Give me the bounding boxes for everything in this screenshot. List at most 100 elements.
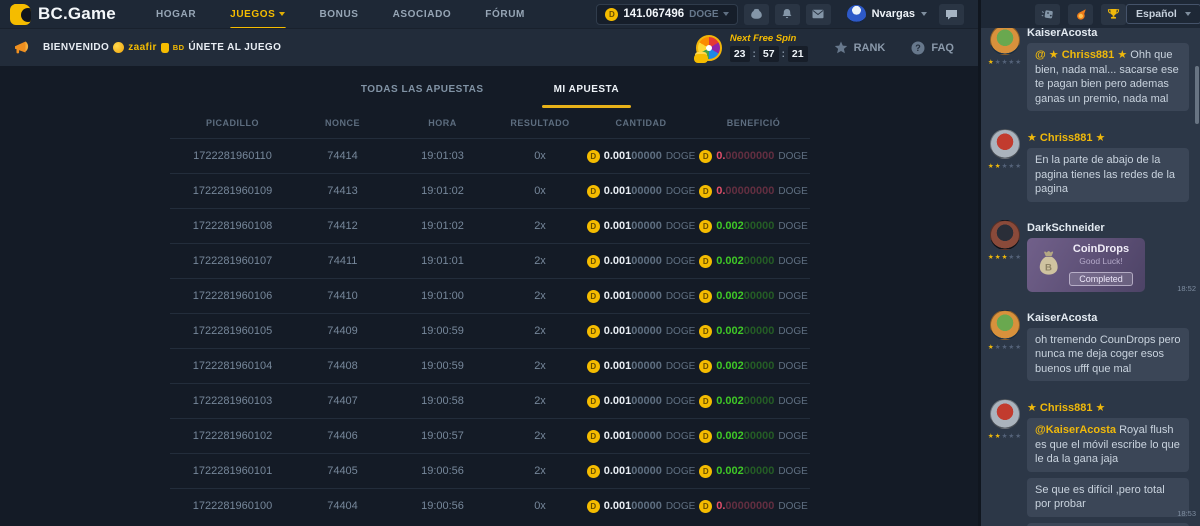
chat-bubble-row: @ ★ Chriss881 ★ Ohh que bien, nada mal..… [1027, 43, 1194, 111]
bet-row: 1722281960104 74408 19:00:59 2x D 0.0010… [170, 348, 810, 383]
chat-toggle-button[interactable] [939, 4, 964, 25]
chat-username[interactable]: DarkSchneider [1027, 222, 1194, 234]
tournament-button[interactable] [1101, 4, 1126, 25]
faq-link[interactable]: ? FAQ [911, 41, 954, 55]
bet-nonce: 74411 [295, 255, 390, 267]
free-spin-widget[interactable]: Next Free Spin 23:57:21 [696, 33, 808, 62]
bet-row: 1722281960106 74410 19:01:00 2x D 0.0010… [170, 278, 810, 313]
bet-hash[interactable]: 1722281960106 [170, 290, 295, 302]
dice-button[interactable] [1035, 4, 1060, 25]
horns-emoji-icon [161, 43, 169, 53]
bet-hash[interactable]: 1722281960101 [170, 465, 295, 477]
tab-all-bets[interactable]: TODAS LAS APUESTAS [349, 78, 496, 108]
doge-coin-icon: D [587, 255, 600, 268]
dice-icon [1041, 8, 1054, 20]
balance-selector[interactable]: D 141.067496 DOGE [596, 4, 737, 25]
bet-hash[interactable]: 1722281960100 [170, 500, 295, 512]
nav-item-hogar[interactable]: HOGAR [156, 0, 196, 28]
chat-username[interactable]: KaiserAcosta [1027, 312, 1194, 324]
navbar-right: D 141.067496 DOGE Nvargas [596, 4, 964, 25]
star-icon [834, 41, 848, 54]
free-spin-label: Next Free Spin [730, 33, 808, 44]
fireball-icon [1074, 8, 1087, 21]
nav-item-asociado[interactable]: ASOCIADO [393, 0, 452, 28]
message-timestamp: 18:53 [1177, 509, 1196, 518]
doge-coin-icon: D [587, 430, 600, 443]
mention-link[interactable]: @ ★ Chriss881 ★ [1035, 49, 1127, 61]
bet-time: 19:00:57 [390, 430, 495, 442]
avatar[interactable] [990, 310, 1020, 340]
chat-username[interactable]: ★ Chriss881 ★ [1027, 131, 1194, 144]
avatar[interactable] [990, 399, 1020, 429]
bet-hash[interactable]: 1722281960102 [170, 430, 295, 442]
nav-item-fórum[interactable]: FÓRUM [485, 0, 525, 28]
bet-time: 19:00:59 [390, 360, 495, 372]
trophy-icon [1107, 8, 1120, 20]
bet-hash[interactable]: 1722281960110 [170, 150, 295, 162]
tab-my-bets[interactable]: MI APUESTA [542, 78, 632, 108]
chat-username[interactable]: KaiserAcosta [1027, 28, 1194, 39]
hot-games-button[interactable] [1068, 4, 1093, 25]
avatar[interactable] [990, 28, 1020, 55]
welcome-username[interactable]: zaafir [128, 42, 157, 53]
bet-hash[interactable]: 1722281960103 [170, 395, 295, 407]
chat-bubble-icon [945, 9, 958, 20]
coindrops-card[interactable]: BCoinDropsGood Luck!Completed [1027, 238, 1145, 292]
country-badge: BD [173, 43, 185, 52]
coindrops-title: CoinDrops [1063, 243, 1139, 255]
doge-coin-icon: D [699, 430, 712, 443]
doge-coin-icon: D [699, 150, 712, 163]
bet-hash[interactable]: 1722281960107 [170, 255, 295, 267]
bet-amount: D 0.00100000 DOGE [585, 500, 697, 513]
bets-tabs: TODAS LAS APUESTAS MI APUESTA [170, 78, 810, 108]
bet-profit: D 0.00200000 DOGE [697, 430, 810, 443]
mention-link[interactable]: @KaiserAcosta [1035, 424, 1116, 436]
wallet-button[interactable] [744, 4, 769, 25]
coindrops-status-button[interactable]: Completed [1069, 272, 1133, 286]
bet-hash[interactable]: 1722281960108 [170, 220, 295, 232]
notifications-button[interactable] [775, 4, 800, 25]
balance-currency: DOGE [689, 9, 718, 20]
user-rating-stars: ★★★★★ [988, 343, 1022, 351]
bet-nonce: 74412 [295, 220, 390, 232]
nav-item-bonus[interactable]: BONUS [319, 0, 358, 28]
bet-row: 1722281960100 74404 19:00:56 0x D 0.0010… [170, 488, 810, 523]
rank-link[interactable]: RANK [834, 41, 886, 54]
chat-username[interactable]: ★ Chriss881 ★ [1027, 401, 1194, 414]
doge-coin-icon: D [587, 185, 600, 198]
bet-hash[interactable]: 1722281960104 [170, 360, 295, 372]
welcome-suffix: ÚNETE AL JUEGO [188, 42, 281, 53]
bet-profit: D 0.00200000 DOGE [697, 290, 810, 303]
language-selector[interactable]: Español [1126, 4, 1200, 24]
bet-result: 0x [495, 500, 585, 512]
doge-coin-icon: D [587, 360, 600, 373]
chat-scrollbar[interactable] [1195, 66, 1199, 124]
bet-result: 2x [495, 220, 585, 232]
chat-message: ★★★★★ ★ Chriss881 ★ @KaiserAcosta Royal … [987, 399, 1194, 526]
bet-nonce: 74414 [295, 150, 390, 162]
chat-sidebar: Español ★★★★★ KaiserAcosta @ ★ Chriss881… [978, 0, 1200, 526]
bet-row: 1722281960102 74406 19:00:57 2x D 0.0010… [170, 418, 810, 453]
nav-item-juegos[interactable]: JUEGOS [230, 0, 285, 28]
brand-logo[interactable]: BC.Game [10, 4, 116, 25]
brand-name: BC.Game [38, 4, 116, 24]
bet-hash[interactable]: 1722281960105 [170, 325, 295, 337]
chat-bubble-row: oh tremendo CounDrops pero nunca me deja… [1027, 328, 1194, 382]
avatar[interactable] [990, 220, 1020, 250]
messages-button[interactable] [806, 4, 831, 25]
bet-profit: D 0.00200000 DOGE [697, 360, 810, 373]
avatar[interactable] [990, 129, 1020, 159]
timer-hours: 23 [730, 46, 750, 62]
bet-profit: D 0.00200000 DOGE [697, 325, 810, 338]
chat-bubble: @ ★ Chriss881 ★ Ohh que bien, nada mal..… [1027, 43, 1189, 111]
bet-result: 2x [495, 325, 585, 337]
timer-seconds: 21 [788, 46, 808, 62]
bets-table-body: 1722281960110 74414 19:01:03 0x D 0.0010… [170, 138, 810, 523]
bet-result: 2x [495, 465, 585, 477]
user-menu[interactable]: Nvargas [847, 5, 927, 24]
bet-amount: D 0.00100000 DOGE [585, 150, 697, 163]
bet-hash[interactable]: 1722281960109 [170, 185, 295, 197]
spin-wheel-icon [696, 35, 722, 61]
bet-row: 1722281960103 74407 19:00:58 2x D 0.0010… [170, 383, 810, 418]
faq-label: FAQ [931, 42, 954, 54]
